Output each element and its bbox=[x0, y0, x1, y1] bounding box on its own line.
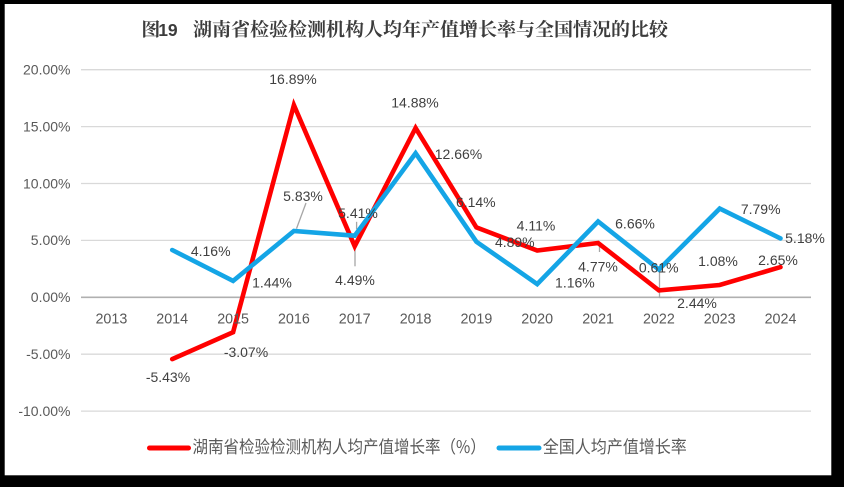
svg-text:5.41%: 5.41% bbox=[338, 205, 378, 221]
svg-text:2013: 2013 bbox=[95, 312, 127, 328]
svg-text:-10.00%: -10.00% bbox=[18, 403, 70, 419]
svg-text:5.00%: 5.00% bbox=[31, 232, 71, 248]
svg-text:15.00%: 15.00% bbox=[23, 118, 70, 134]
svg-text:0.00%: 0.00% bbox=[31, 289, 71, 305]
svg-text:-5.43%: -5.43% bbox=[146, 369, 190, 385]
svg-text:2021: 2021 bbox=[582, 312, 614, 328]
svg-text:12.66%: 12.66% bbox=[435, 146, 482, 162]
svg-text:14.88%: 14.88% bbox=[391, 94, 438, 110]
svg-text:4.49%: 4.49% bbox=[335, 272, 375, 288]
svg-text:6.66%: 6.66% bbox=[615, 216, 655, 232]
svg-text:5.18%: 5.18% bbox=[785, 230, 825, 246]
svg-text:1.16%: 1.16% bbox=[555, 275, 595, 291]
svg-text:20.00%: 20.00% bbox=[23, 62, 70, 78]
svg-text:2.44%: 2.44% bbox=[677, 295, 717, 311]
svg-text:4.11%: 4.11% bbox=[517, 218, 556, 234]
svg-text:6.14%: 6.14% bbox=[456, 194, 496, 210]
svg-text:2022: 2022 bbox=[643, 312, 675, 328]
svg-text:2017: 2017 bbox=[339, 312, 371, 328]
svg-text:2018: 2018 bbox=[400, 312, 432, 328]
svg-text:16.89%: 16.89% bbox=[269, 71, 316, 87]
svg-text:19: 19 bbox=[158, 20, 178, 40]
svg-text:10.00%: 10.00% bbox=[23, 175, 70, 191]
svg-text:2015: 2015 bbox=[217, 312, 249, 328]
svg-text:2016: 2016 bbox=[278, 312, 310, 328]
svg-text:2014: 2014 bbox=[156, 312, 188, 328]
svg-text:5.83%: 5.83% bbox=[283, 188, 323, 204]
svg-text:7.79%: 7.79% bbox=[741, 201, 781, 217]
svg-text:0.61%: 0.61% bbox=[639, 260, 679, 276]
svg-text:4.89%: 4.89% bbox=[495, 234, 535, 250]
svg-text:2023: 2023 bbox=[704, 312, 736, 328]
svg-text:-5.00%: -5.00% bbox=[26, 346, 70, 362]
svg-text:4.16%: 4.16% bbox=[191, 243, 231, 259]
svg-text:4.77%: 4.77% bbox=[578, 259, 618, 275]
svg-text:-3.07%: -3.07% bbox=[224, 344, 268, 360]
svg-text:1.44%: 1.44% bbox=[252, 274, 292, 290]
svg-text:2019: 2019 bbox=[460, 312, 492, 328]
svg-text:2.65%: 2.65% bbox=[758, 252, 798, 268]
svg-text:1.08%: 1.08% bbox=[698, 253, 738, 269]
svg-text:2020: 2020 bbox=[521, 312, 553, 328]
svg-text:2024: 2024 bbox=[765, 312, 797, 328]
